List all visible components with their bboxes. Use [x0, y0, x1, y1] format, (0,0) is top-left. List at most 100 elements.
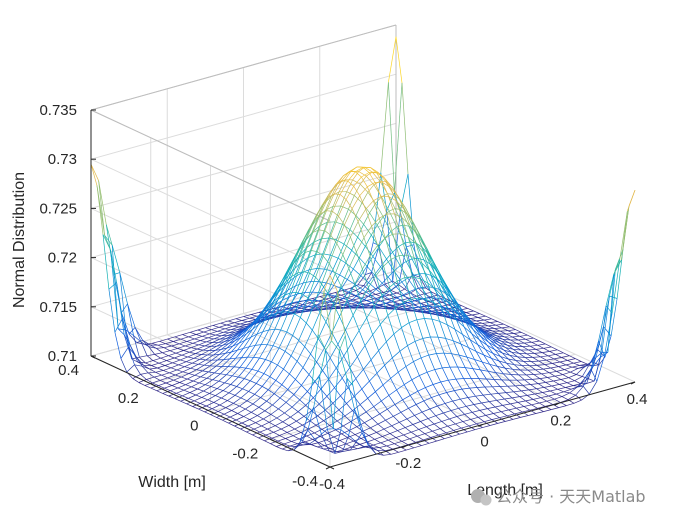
mesh-line — [276, 443, 285, 447]
mesh-line — [307, 300, 315, 307]
mesh-line — [528, 349, 535, 354]
mesh-line — [351, 303, 358, 306]
mesh-line — [267, 344, 274, 347]
mesh-line — [535, 368, 544, 371]
mesh-line — [140, 372, 149, 375]
mesh-line — [211, 329, 218, 332]
mesh-line — [139, 355, 148, 358]
mesh-line — [467, 319, 474, 331]
mesh-line — [313, 388, 322, 399]
mesh-line — [354, 195, 363, 203]
mesh-line — [499, 417, 506, 422]
mesh-line — [299, 420, 307, 442]
mesh-line — [352, 299, 360, 303]
mesh-line — [387, 193, 394, 195]
mesh-line — [161, 372, 170, 376]
mesh-line — [200, 399, 208, 404]
mesh-line — [481, 361, 490, 365]
mesh-line — [493, 338, 502, 342]
mesh-line — [293, 394, 300, 401]
mesh-line — [154, 354, 161, 359]
mesh-line — [378, 341, 387, 351]
mesh-line — [260, 397, 267, 402]
mesh-line — [438, 432, 447, 436]
mesh-line — [382, 433, 391, 437]
mesh-line — [554, 374, 563, 377]
mesh-line — [342, 425, 350, 431]
mesh-line — [325, 195, 332, 211]
mesh-line — [486, 344, 495, 350]
mesh-line — [249, 315, 258, 319]
mesh-line — [259, 428, 268, 433]
mesh-line — [277, 295, 285, 300]
mesh-line — [268, 313, 277, 331]
mesh-line — [370, 294, 378, 300]
mesh-line — [425, 299, 433, 320]
mesh-line — [389, 187, 397, 201]
mesh-line — [275, 305, 284, 310]
mesh-line — [565, 387, 572, 390]
mesh-line — [324, 211, 333, 231]
mesh-line — [363, 369, 370, 382]
mesh-line — [344, 335, 354, 386]
mesh-line — [453, 340, 462, 345]
mesh-line — [379, 180, 386, 183]
mesh-line — [507, 329, 516, 332]
mesh-line — [380, 258, 387, 268]
mesh-line — [304, 232, 314, 253]
mesh-line — [235, 316, 244, 320]
mesh-line — [316, 268, 325, 270]
mesh-line — [325, 321, 333, 333]
mesh-line — [448, 378, 456, 381]
mesh-line — [470, 416, 479, 420]
mesh-line — [253, 425, 262, 430]
mesh-line — [235, 357, 242, 359]
mesh-line — [372, 442, 381, 446]
mesh-line — [318, 439, 327, 443]
mesh-line — [371, 226, 378, 246]
mesh-line — [420, 421, 427, 427]
mesh-line — [542, 351, 550, 353]
mesh-line — [285, 402, 293, 408]
mesh-line — [192, 362, 199, 365]
mesh-line — [369, 372, 378, 382]
mesh-line — [344, 446, 353, 450]
mesh-line — [311, 311, 321, 331]
mesh-line — [331, 183, 338, 197]
mesh-line — [223, 413, 231, 418]
mesh-line — [498, 333, 505, 338]
mesh-line — [203, 331, 210, 335]
mesh-line — [399, 418, 408, 423]
mesh-line — [455, 421, 464, 425]
mesh-line — [310, 229, 320, 251]
mesh-line — [507, 330, 515, 334]
mesh-line — [372, 172, 382, 243]
mesh-line — [312, 229, 320, 233]
mesh-line — [539, 400, 547, 404]
mesh-line — [202, 346, 211, 351]
mesh-line — [260, 329, 270, 345]
mesh-line — [436, 438, 445, 442]
mesh-line — [490, 332, 499, 335]
mesh-line — [503, 349, 512, 353]
mesh-line — [511, 351, 518, 358]
mesh-line — [208, 345, 217, 351]
mesh-line — [277, 281, 287, 300]
mesh-line — [466, 404, 474, 407]
mesh-line — [337, 257, 346, 264]
mesh-line — [555, 352, 564, 355]
mesh-line — [219, 353, 226, 355]
mesh-line — [536, 387, 545, 390]
mesh-line — [462, 419, 471, 422]
mesh-line — [198, 341, 207, 346]
mesh-line — [277, 351, 286, 366]
mesh-line — [228, 386, 237, 394]
mesh-line — [535, 369, 542, 375]
mesh-line — [345, 440, 354, 445]
mesh-line — [196, 369, 203, 372]
mesh-line — [278, 408, 285, 414]
mesh-line — [393, 411, 402, 417]
mesh-line — [478, 415, 486, 418]
mesh-line — [369, 287, 378, 292]
mesh-line — [240, 321, 248, 325]
